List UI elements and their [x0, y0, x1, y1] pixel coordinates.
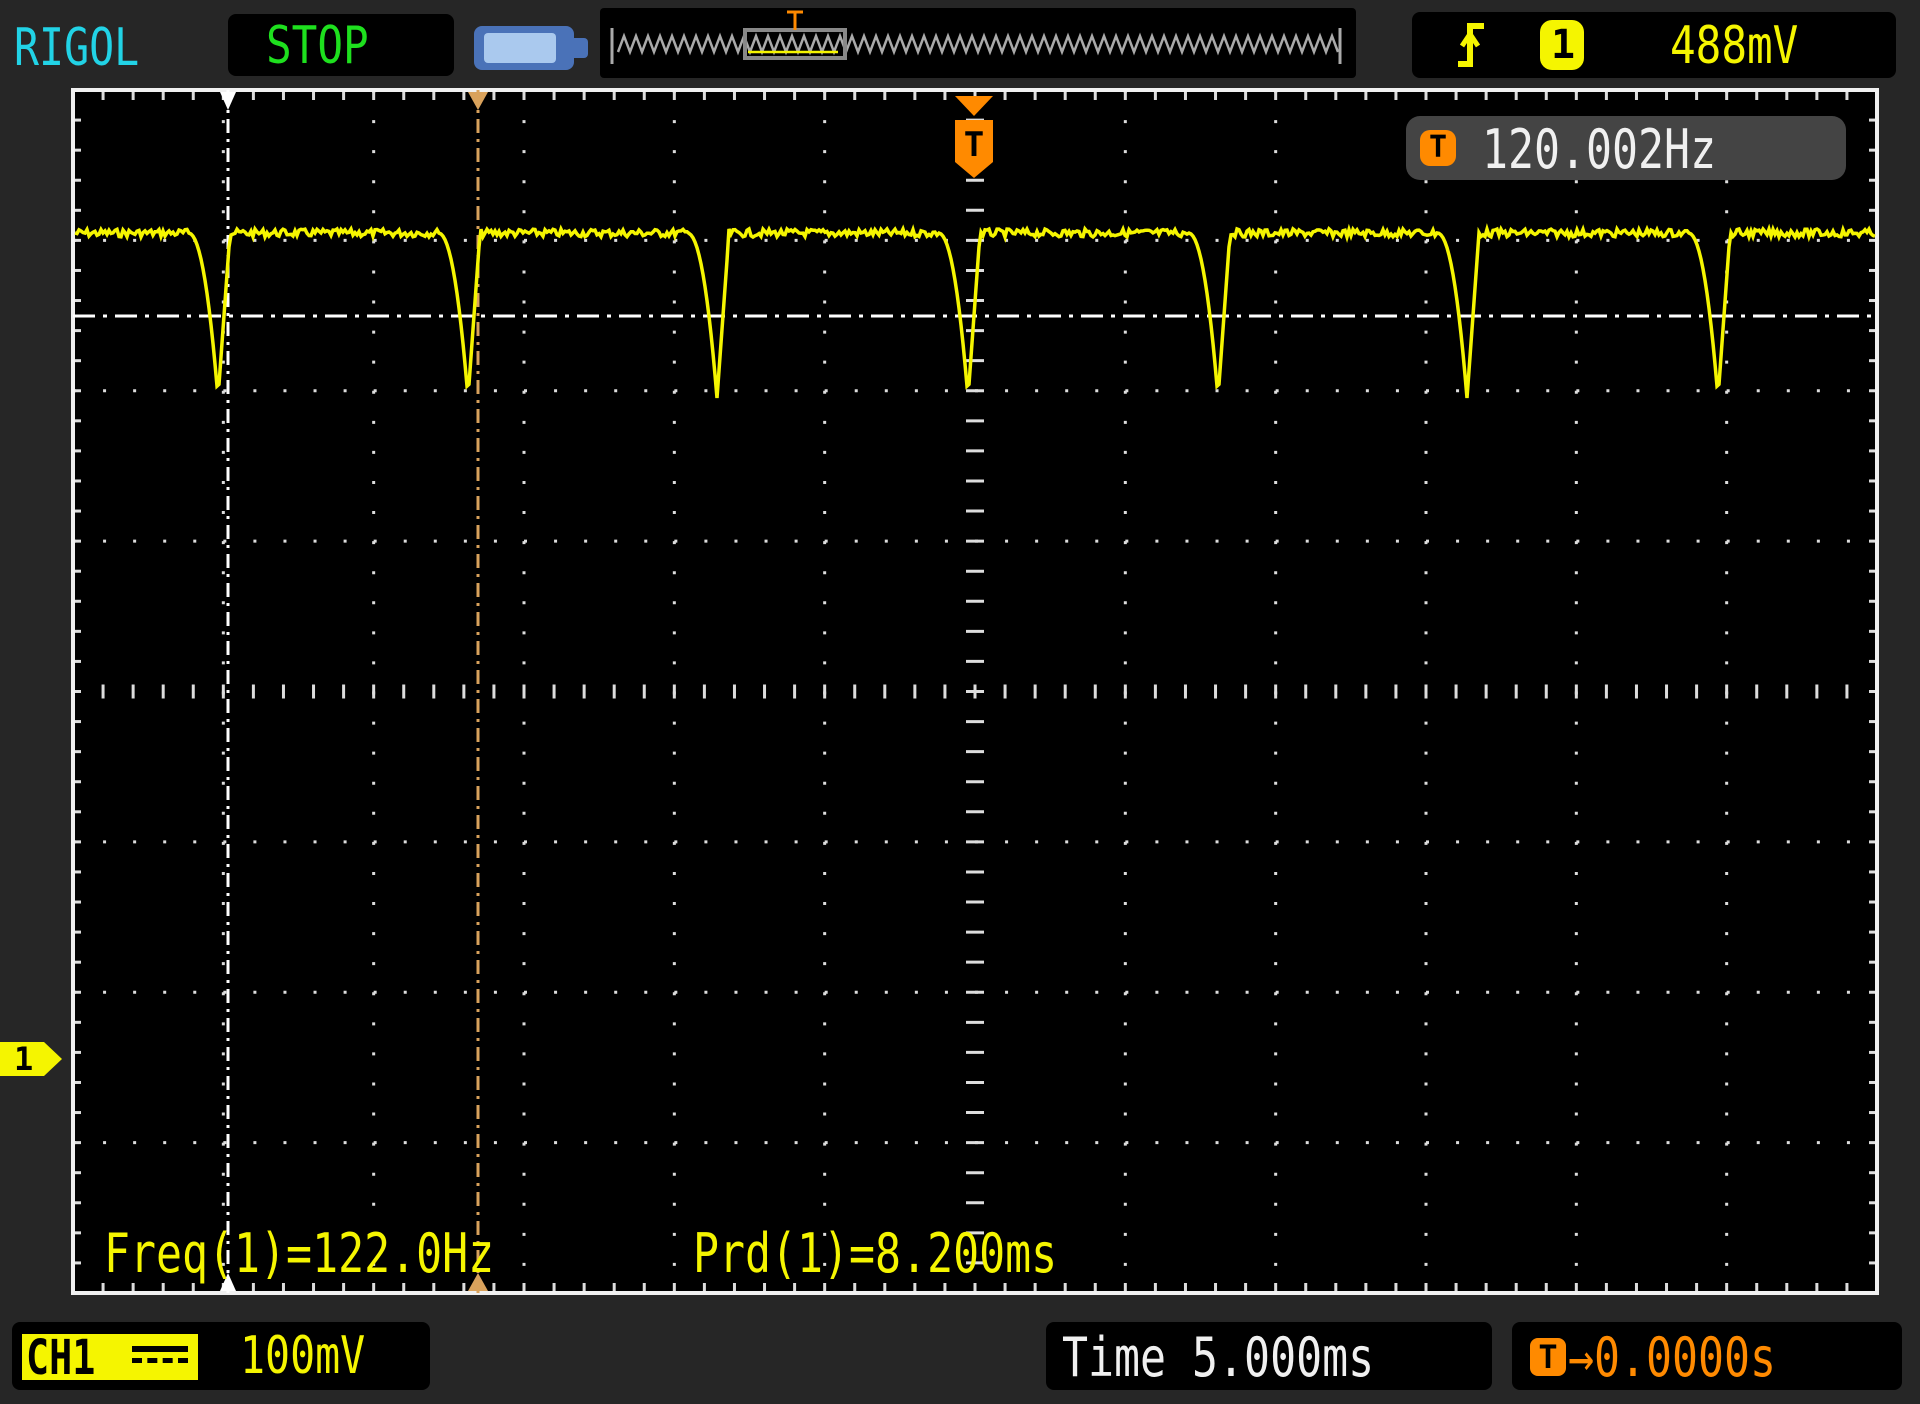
- brand-logo: RIGOL: [14, 18, 140, 78]
- trigger-t-icon: T: [1420, 130, 1456, 166]
- timebase: Time 5.000ms: [1062, 1326, 1375, 1389]
- rising-edge-icon: [1458, 23, 1484, 67]
- channel1-settings[interactable]: CH1 100mV: [12, 1322, 430, 1390]
- dc-coupling-icon: [132, 1346, 188, 1366]
- trigger-position-marker[interactable]: T: [955, 96, 993, 178]
- waveform-overview: [610, 10, 1342, 64]
- trigger-offset-setting[interactable]: T →0.0000s: [1512, 1322, 1902, 1390]
- timebase-setting[interactable]: Time 5.000ms: [1046, 1322, 1492, 1390]
- overview-waveform: [616, 32, 1340, 56]
- battery-icon: [474, 26, 588, 70]
- trigger-status-panel[interactable]: 1 488mV: [1412, 12, 1896, 78]
- trigger-level: 488mV: [1670, 16, 1799, 76]
- trigger-frequency: 120.002Hz: [1482, 118, 1717, 181]
- channel1-trace: [74, 223, 1876, 399]
- channel1-label: CH1: [26, 1330, 96, 1386]
- graticule-grid: [71, 88, 1879, 1295]
- trigger-source-badge: 1: [1540, 20, 1584, 70]
- trigger-t-badge: T: [1530, 1338, 1566, 1376]
- cursor-a-top-marker: [220, 92, 236, 110]
- channel1-marker-label: 1: [14, 1040, 34, 1078]
- graticule-border: [71, 88, 1879, 1295]
- channel1-offset-marker[interactable]: 1: [0, 1040, 62, 1078]
- trigger-marker-label: T: [964, 125, 984, 165]
- run-state-button[interactable]: STOP: [228, 14, 454, 76]
- cursor-a-bottom-marker: [220, 1273, 236, 1291]
- trigger-offset: →0.0000s: [1568, 1326, 1777, 1389]
- trigger-source-label: 1: [1551, 22, 1576, 68]
- volts-per-div: 100mV: [240, 1326, 366, 1386]
- channel1-label-badge: CH1: [22, 1330, 198, 1386]
- measurement-period: Prd(1)=8.200ms: [693, 1222, 1058, 1285]
- run-state-label: STOP: [266, 16, 369, 76]
- measurement-frequency: Freq(1)=122.0Hz: [104, 1222, 495, 1285]
- cursors[interactable]: [220, 90, 488, 1293]
- trigger-frequency-readout: T 120.002Hz: [1406, 116, 1846, 181]
- cursor-b-bottom-marker: [468, 1273, 488, 1291]
- cursor-b-top-marker: [468, 92, 488, 110]
- memory-overview-bar[interactable]: [600, 8, 1356, 78]
- overview-brackets: [610, 28, 1342, 64]
